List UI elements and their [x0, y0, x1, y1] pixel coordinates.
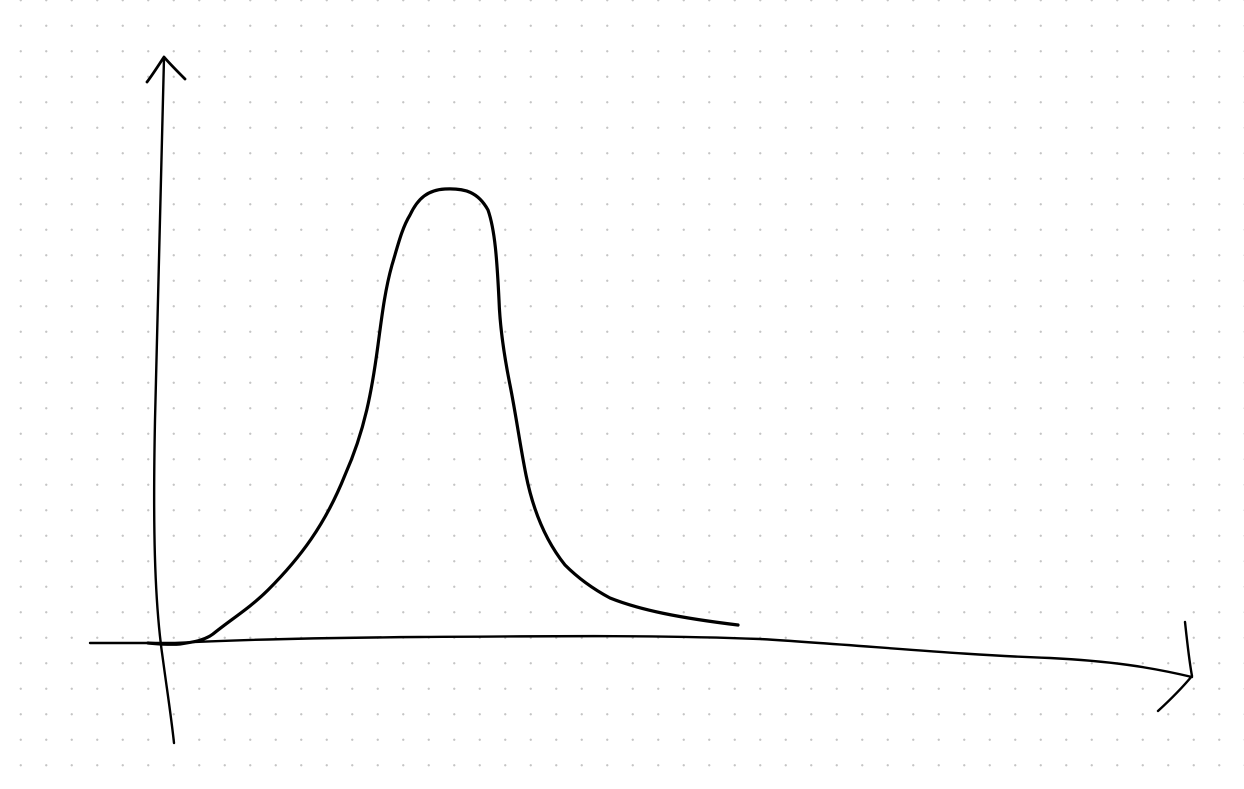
peak-curve — [146, 187, 740, 647]
y-axis-line — [152, 56, 176, 745]
x-axis-arrowhead — [1156, 620, 1194, 713]
x-axis-line — [88, 634, 1194, 679]
y-axis-arrowhead — [145, 55, 187, 84]
